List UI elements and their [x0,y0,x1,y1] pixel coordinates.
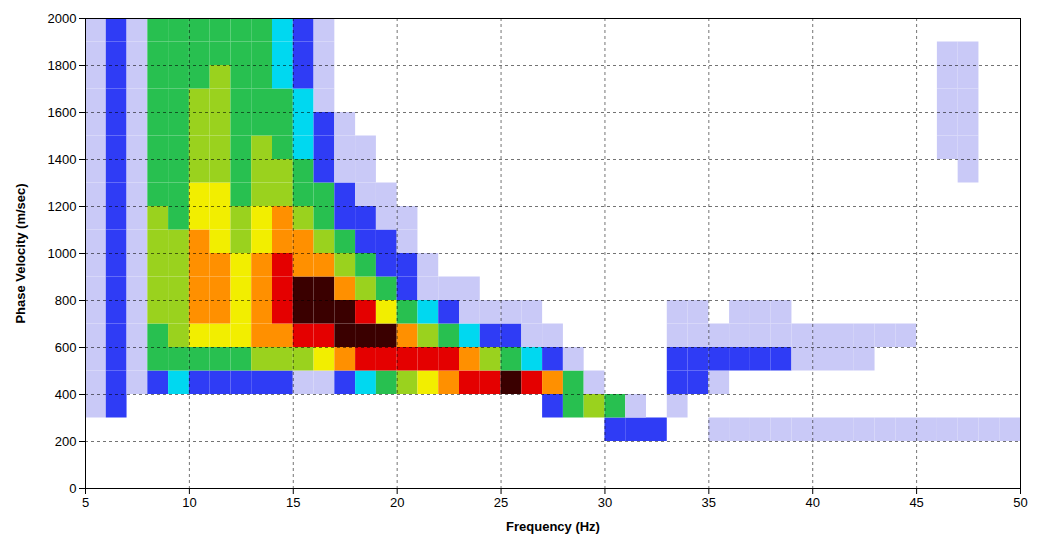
svg-text:1000: 1000 [48,246,77,261]
svg-text:Frequency (Hz): Frequency (Hz) [506,519,600,534]
svg-text:600: 600 [55,340,77,355]
svg-text:1400: 1400 [48,152,77,167]
svg-text:10: 10 [182,495,196,510]
svg-text:0: 0 [69,481,76,496]
svg-text:40: 40 [805,495,819,510]
svg-text:5: 5 [82,495,89,510]
svg-text:30: 30 [598,495,612,510]
svg-text:800: 800 [55,293,77,308]
svg-text:1200: 1200 [48,199,77,214]
svg-text:2000: 2000 [48,11,77,26]
svg-text:20: 20 [390,495,404,510]
svg-text:50: 50 [1013,495,1027,510]
svg-text:25: 25 [494,495,508,510]
svg-text:35: 35 [702,495,716,510]
svg-text:15: 15 [286,495,300,510]
svg-text:400: 400 [55,387,77,402]
svg-text:1600: 1600 [48,105,77,120]
svg-text:1800: 1800 [48,58,77,73]
svg-text:45: 45 [909,495,923,510]
svg-text:200: 200 [55,434,77,449]
svg-text:Phase Velocity (m/sec): Phase Velocity (m/sec) [13,183,28,323]
